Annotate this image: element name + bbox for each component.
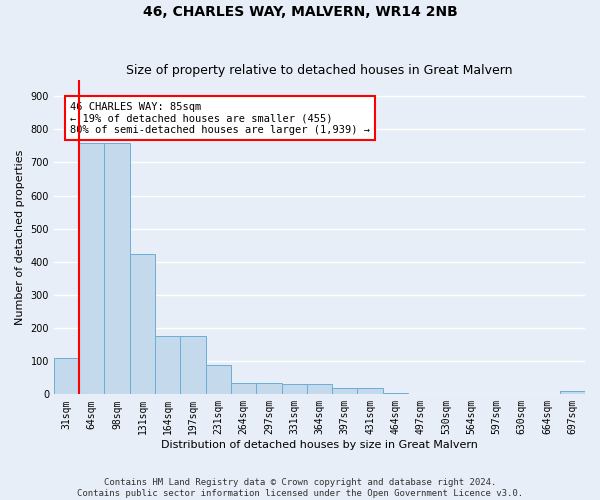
X-axis label: Distribution of detached houses by size in Great Malvern: Distribution of detached houses by size …	[161, 440, 478, 450]
Bar	[181, 336, 206, 394]
Bar	[358, 388, 383, 394]
Bar	[206, 364, 231, 394]
Bar	[104, 142, 130, 394]
Bar	[281, 384, 307, 394]
Bar	[383, 392, 408, 394]
Bar	[155, 336, 181, 394]
Bar	[79, 142, 104, 394]
Bar	[332, 388, 358, 394]
Bar	[307, 384, 332, 394]
Bar	[256, 382, 281, 394]
Y-axis label: Number of detached properties: Number of detached properties	[15, 150, 25, 324]
Text: 46 CHARLES WAY: 85sqm
← 19% of detached houses are smaller (455)
80% of semi-det: 46 CHARLES WAY: 85sqm ← 19% of detached …	[70, 102, 370, 135]
Text: 46, CHARLES WAY, MALVERN, WR14 2NB: 46, CHARLES WAY, MALVERN, WR14 2NB	[143, 5, 457, 19]
Bar	[54, 358, 79, 395]
Title: Size of property relative to detached houses in Great Malvern: Size of property relative to detached ho…	[126, 64, 513, 77]
Bar	[231, 382, 256, 394]
Text: Contains HM Land Registry data © Crown copyright and database right 2024.
Contai: Contains HM Land Registry data © Crown c…	[77, 478, 523, 498]
Bar	[130, 254, 155, 394]
Bar	[560, 391, 585, 394]
